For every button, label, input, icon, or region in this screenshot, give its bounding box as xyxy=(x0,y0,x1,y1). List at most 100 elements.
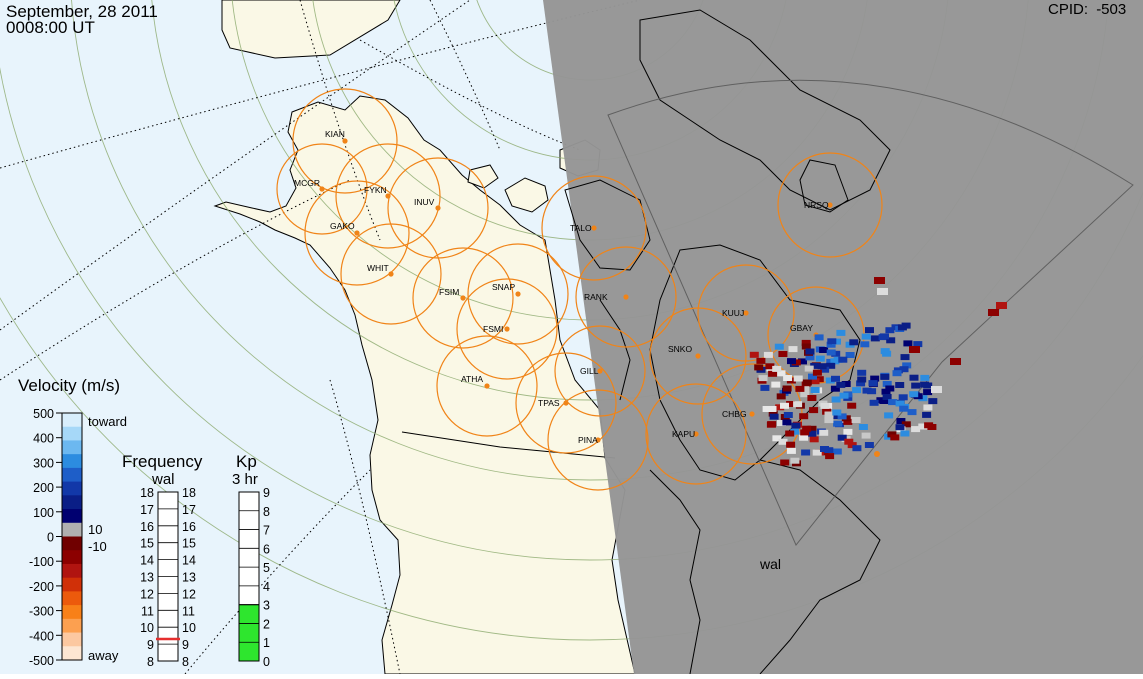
velocity-tick-label: 200 xyxy=(33,481,54,495)
fov-circle-snap xyxy=(467,243,569,345)
velocity-cell xyxy=(868,380,878,387)
frequency-tick-right: 18 xyxy=(182,486,196,500)
velocity-cell xyxy=(802,379,812,386)
velocity-cell xyxy=(824,417,834,424)
velocity-cell xyxy=(815,355,825,362)
velocity-colorbar xyxy=(61,412,83,661)
station-dot-tpas xyxy=(563,400,569,406)
velocity-cell xyxy=(885,385,895,392)
velocity-cell xyxy=(837,434,847,441)
velocity-cell xyxy=(791,422,801,429)
velocity-cell xyxy=(783,375,793,381)
velocity-cell xyxy=(900,354,910,361)
velocity-cell xyxy=(778,438,788,445)
kp-tick-label: 8 xyxy=(263,505,270,519)
date-label: September, 28 2011 xyxy=(6,2,158,21)
velocity-cell xyxy=(845,352,855,358)
fov-circle-fykn xyxy=(335,143,441,249)
velocity-threshold-pos: 10 xyxy=(88,522,102,537)
velocity-cell xyxy=(824,411,834,418)
velocity-cell xyxy=(775,404,785,411)
velocity-threshold-neg: -10 xyxy=(88,539,107,554)
velocity-cell xyxy=(898,394,908,401)
velocity-cell xyxy=(807,430,817,437)
velocity-cell xyxy=(790,457,800,464)
velocity-cell xyxy=(825,453,835,460)
radar-fov-outline xyxy=(607,79,1134,546)
station-label-kapu: KAPU xyxy=(672,429,695,439)
velocity-cell xyxy=(767,406,777,412)
night-coastlines xyxy=(564,9,891,675)
station-dot-gako xyxy=(354,230,360,236)
frequency-tick-left: 13 xyxy=(140,571,154,585)
fov-circle-gill xyxy=(554,325,646,417)
fov-circle-mcgr xyxy=(276,143,368,235)
station-dot-gill xyxy=(597,368,603,374)
velocity-cell xyxy=(870,335,880,342)
velocity-cell xyxy=(833,420,843,427)
frequency-tick-left: 11 xyxy=(141,604,154,618)
velocity-cell xyxy=(809,436,819,443)
frequency-bar: 18 18 17 17 16 16 15 15 14 14 13 13 12 12 11 11 10 10 9 9 8 8 xyxy=(140,486,196,669)
velocity-cell xyxy=(882,394,892,400)
velocity-color-step xyxy=(62,563,82,579)
station-label-kuuj: KUUJ xyxy=(722,308,744,318)
velocity-cell xyxy=(849,339,859,346)
velocity-cell xyxy=(830,385,840,392)
velocity-cell xyxy=(885,327,895,334)
velocity-cell xyxy=(831,375,840,382)
velocity-tick-label: -200 xyxy=(29,580,54,594)
velocity-cell xyxy=(874,277,885,284)
velocity-cell xyxy=(801,343,811,350)
velocity-cell xyxy=(918,423,928,430)
velocity-cell xyxy=(879,398,889,404)
velocity-cell xyxy=(928,398,938,405)
frequency-tick-right: 11 xyxy=(182,604,195,618)
velocity-cell xyxy=(782,385,792,392)
arctic-island xyxy=(504,177,549,213)
frequency-title: Frequency xyxy=(122,452,203,471)
velocity-cell xyxy=(858,424,868,430)
kp-tick-label: 2 xyxy=(263,617,270,631)
station-dot-fsmi xyxy=(504,326,510,332)
velocity-cell xyxy=(892,370,902,377)
velocity-cell xyxy=(870,375,880,382)
frequency-tick-left: 17 xyxy=(140,503,154,517)
velocity-cell xyxy=(831,413,841,420)
velocity-cell xyxy=(756,357,766,364)
frequency-tick-left: 8 xyxy=(147,655,154,669)
kp-tick-label: 1 xyxy=(263,636,270,650)
velocity-tick-label: 300 xyxy=(33,456,54,470)
velocity-cell xyxy=(778,351,788,357)
velocity-cell xyxy=(847,442,857,449)
velocity-color-step xyxy=(62,536,82,551)
station-label-atha: ATHA xyxy=(461,374,483,384)
fov-circle-gako xyxy=(304,180,410,286)
velocity-cell xyxy=(988,309,999,316)
fov-circle-pina xyxy=(547,389,649,491)
velocity-cell xyxy=(800,429,810,436)
fov-circle-kian xyxy=(292,88,398,194)
velocity-cell xyxy=(864,442,874,448)
time-label: 0008:00 UT xyxy=(6,18,95,37)
velocity-cell xyxy=(907,409,917,416)
velocity-cell xyxy=(793,401,803,408)
velocity-cell xyxy=(843,418,853,425)
velocity-cell xyxy=(776,370,786,377)
velocity-cell xyxy=(922,411,932,418)
velocity-cell xyxy=(798,358,807,365)
velocity-tick-label: -500 xyxy=(29,654,54,668)
velocity-cell xyxy=(771,381,781,388)
velocity-color-step xyxy=(62,440,82,455)
frequency-tick-left: 16 xyxy=(140,520,154,534)
station-dot-snko xyxy=(695,353,701,359)
velocity-cell xyxy=(760,384,770,391)
velocity-cell xyxy=(857,369,867,376)
velocity-color-step xyxy=(62,632,82,647)
kp-tick-label: 6 xyxy=(263,542,270,556)
velocity-color-step xyxy=(62,509,82,524)
station-dot-kapu xyxy=(693,431,699,437)
station-label-fsim: FSIM xyxy=(439,287,459,297)
velocity-cell xyxy=(819,347,829,353)
velocity-cell xyxy=(880,373,890,380)
